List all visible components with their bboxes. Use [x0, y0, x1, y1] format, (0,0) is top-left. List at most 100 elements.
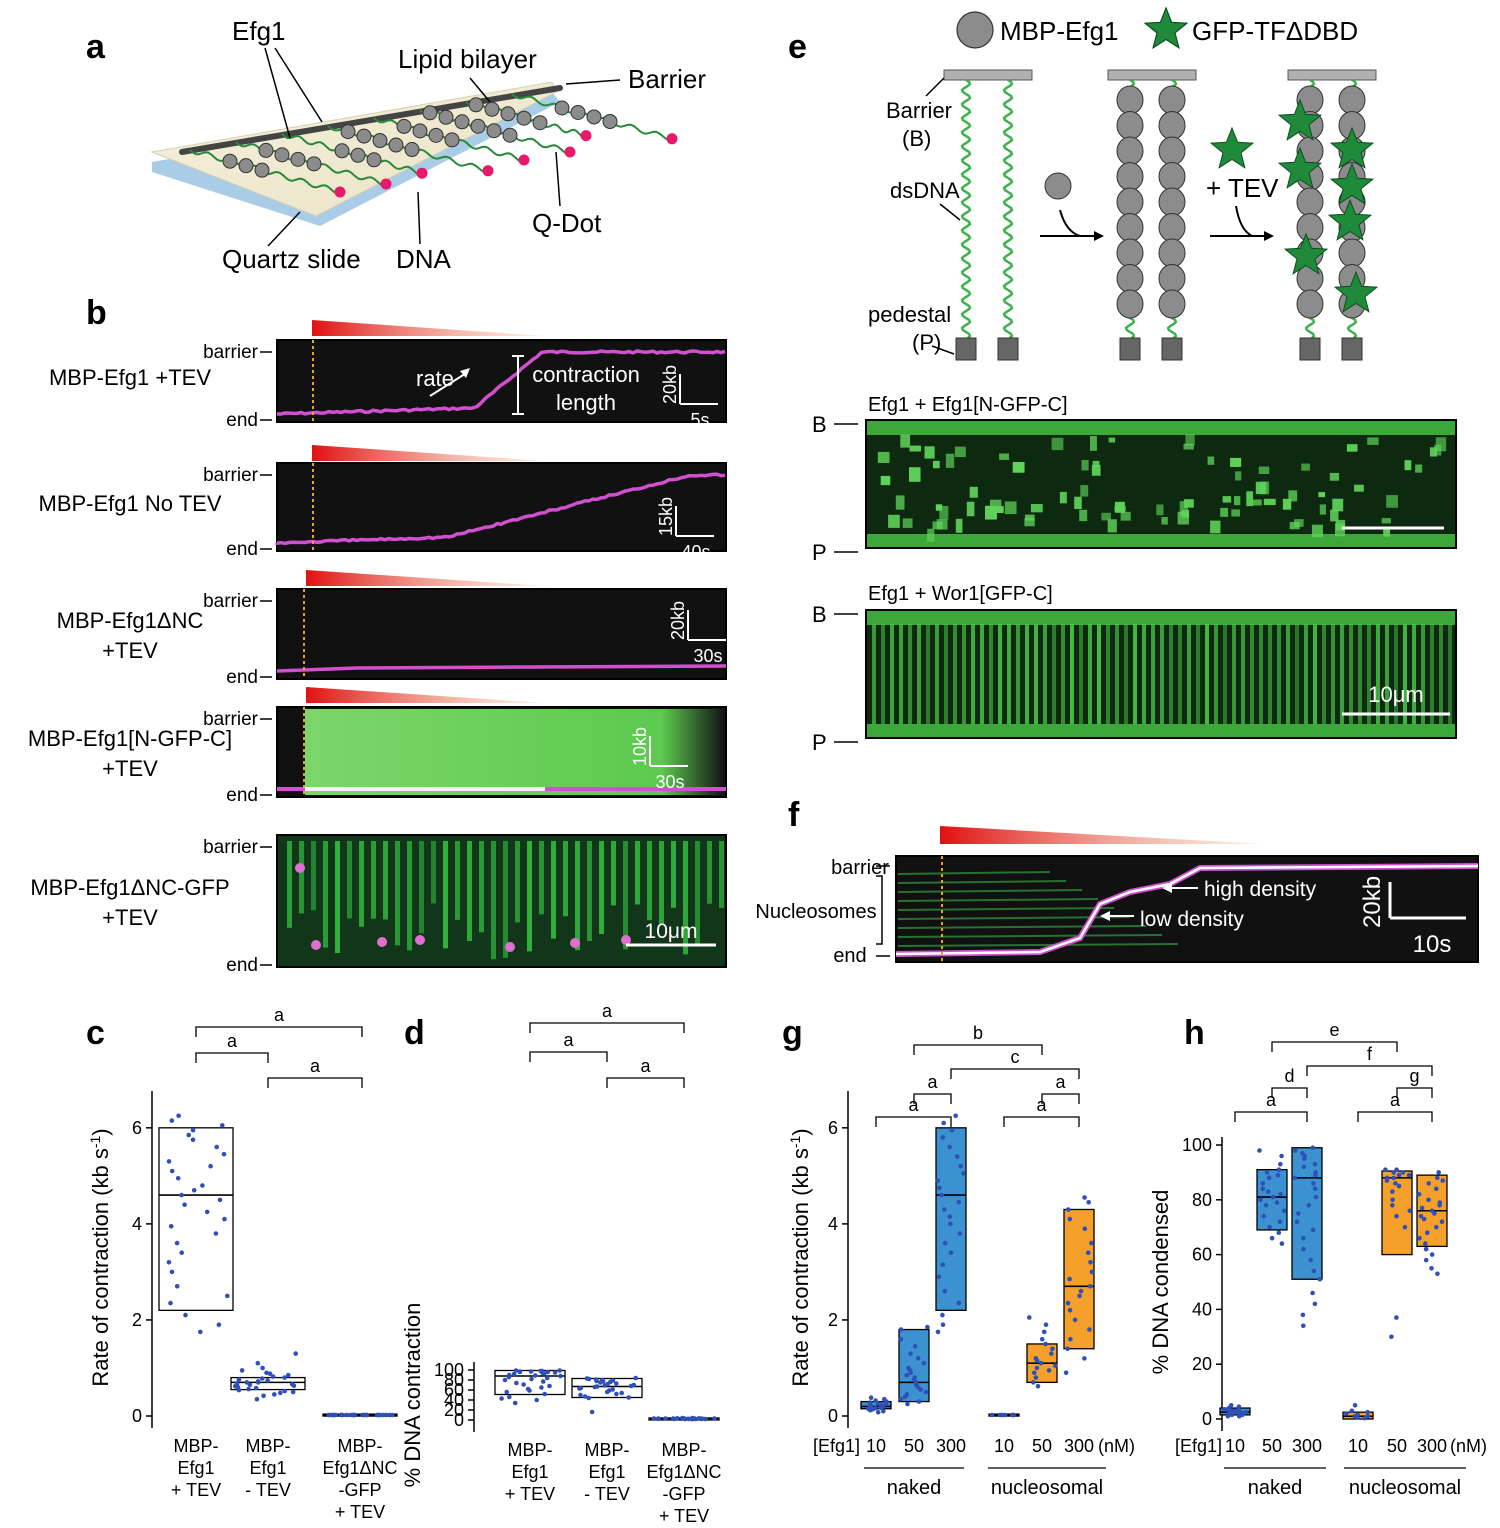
data-point [1258, 1197, 1263, 1203]
gfp-strand [1106, 624, 1110, 724]
data-point [1301, 1246, 1306, 1252]
data-point [329, 1412, 334, 1418]
gfp-strand [1448, 624, 1452, 724]
data-point [671, 1416, 677, 1422]
gfp-strand [1367, 624, 1371, 724]
data-point [506, 1374, 512, 1380]
gfp-strand [419, 841, 424, 934]
gfp-strand [926, 624, 930, 724]
row-name-2: +TEV [102, 638, 158, 663]
label-pedestal-p: (P) [912, 330, 941, 355]
barrier-label: barrier [203, 342, 259, 363]
data-point [558, 1373, 563, 1379]
label-dsdna: dsDNA [890, 178, 960, 203]
scale-x-label: 30s [693, 646, 722, 666]
efg1-sphere [1158, 85, 1186, 115]
box [571, 1377, 643, 1399]
efg1-sphere [502, 127, 518, 143]
data-point [1041, 1329, 1047, 1335]
nucleosome-track [897, 943, 1179, 947]
data-point [1078, 1288, 1084, 1294]
category-label: Efg1 [177, 1458, 214, 1478]
gfp-strand [1079, 624, 1083, 724]
data-point [540, 1379, 546, 1384]
y-tick-label: 20 [444, 1400, 464, 1420]
data-point [1402, 1224, 1408, 1230]
data-point [213, 1231, 219, 1236]
data-point [338, 1412, 344, 1418]
flow-ramp [312, 320, 545, 336]
data-point [868, 1407, 873, 1413]
gfp-strand [455, 841, 460, 920]
data-point [214, 1144, 219, 1150]
gfp-strand [1232, 624, 1236, 724]
data-point [1067, 1216, 1073, 1222]
gfp-spot [1185, 434, 1195, 446]
gfp-spot [985, 505, 997, 520]
efg1-sphere [1338, 238, 1366, 268]
data-point [1068, 1336, 1073, 1342]
gfp-strand [539, 841, 544, 915]
data-point [875, 1409, 881, 1415]
data-point [1236, 1404, 1242, 1409]
gfp-spot [1246, 491, 1254, 507]
arrowhead [1162, 883, 1172, 893]
label-barrier-b: Barrier [886, 98, 952, 123]
data-point [169, 1168, 175, 1174]
gfp-strand [407, 841, 412, 951]
label-barrier-b2: (B) [902, 126, 931, 151]
data-point [1426, 1197, 1431, 1203]
sig-letter: g [1409, 1066, 1419, 1086]
gfp-strand [1025, 624, 1029, 724]
qdot [482, 165, 494, 177]
data-point [1279, 1153, 1284, 1159]
data-point [1313, 1172, 1318, 1178]
data-point [1440, 1178, 1446, 1183]
gfp-spot [999, 453, 1010, 460]
group-label: nucleosomal [991, 1477, 1103, 1499]
efg1-sphere [484, 101, 500, 117]
end-label: end [226, 785, 258, 806]
data-point [1429, 1266, 1434, 1271]
data-point [948, 1221, 953, 1227]
data-point [1260, 1186, 1266, 1192]
gfp-spot [1354, 484, 1364, 492]
gfp-strand [1196, 624, 1200, 724]
data-point [260, 1365, 265, 1371]
box-group [158, 1113, 234, 1335]
data-point [956, 1300, 962, 1306]
scale-x-label: 40s [681, 542, 710, 562]
gfp-strand [1259, 624, 1263, 724]
box-group [571, 1375, 643, 1415]
gfp-spot [1074, 496, 1082, 510]
gfp-spot [1289, 522, 1300, 530]
panel-f: f barrier end Nucleosomes high density low d… [755, 796, 1479, 967]
gfp-spot [877, 451, 890, 463]
gfp-strand [1295, 624, 1299, 724]
efg1-sphere [306, 156, 322, 172]
gfp-strand [431, 841, 436, 904]
row-name: MBP-Efg1 +TEV [49, 365, 211, 390]
data-point [360, 1412, 365, 1418]
data-point [1352, 1403, 1358, 1408]
sig-letter: c [1011, 1047, 1020, 1067]
data-point [1276, 1167, 1282, 1172]
gfp-strand [587, 841, 592, 941]
gfp-strand [1223, 624, 1227, 724]
data-point [200, 1183, 205, 1188]
data-point [1434, 1186, 1439, 1192]
data-point [291, 1383, 297, 1388]
gfp-strand [935, 624, 939, 724]
data-point [1293, 1148, 1298, 1153]
efg1-sphere [222, 153, 238, 169]
dna-strands [189, 93, 678, 198]
box-group [230, 1351, 306, 1402]
data-point [1394, 1213, 1399, 1219]
data-point [1426, 1181, 1431, 1186]
gfp-spot [1101, 512, 1111, 521]
data-point [333, 1412, 338, 1418]
y-tick-label: 6 [132, 1118, 142, 1138]
gfp-strand [371, 841, 376, 919]
efg1-sphere [356, 128, 372, 144]
kymo-title: Efg1 + Efg1[N-GFP-C] [868, 394, 1068, 416]
